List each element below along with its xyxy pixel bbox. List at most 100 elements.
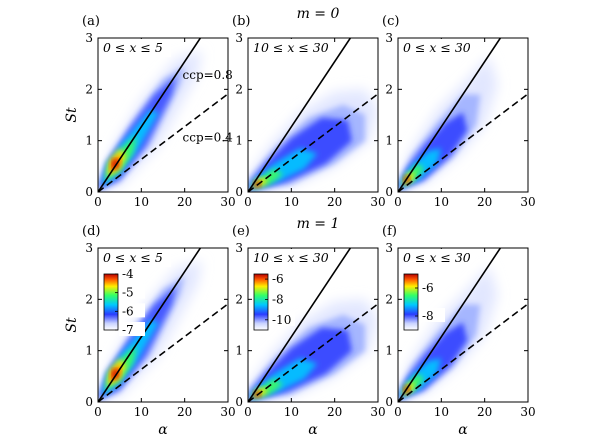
colorbar-gradient	[103, 273, 119, 331]
range-label-box	[399, 249, 471, 267]
colorbar-tick-label: -10	[272, 313, 291, 327]
plot-area	[98, 38, 228, 192]
range-label: 0 ≤ x ≤ 30	[403, 250, 471, 265]
y-tick-label: 0	[235, 185, 243, 199]
axes-frame	[97, 37, 229, 193]
range-label: 0 ≤ x ≤ 5	[103, 250, 163, 265]
x-tick-label: 0	[394, 195, 402, 209]
x-tick-label: 30	[520, 405, 535, 419]
range-label-box	[99, 39, 171, 57]
colorbar-label-bg	[119, 284, 145, 299]
ref-line-dashed	[398, 303, 528, 402]
axes-frame	[247, 37, 379, 193]
y-tick-label: 2	[235, 82, 243, 96]
ref-line-dashed	[98, 303, 228, 402]
row-title-m0: m = 0	[297, 6, 340, 22]
y-tick-label: 2	[85, 82, 93, 96]
ref-line-solid	[248, 38, 352, 192]
colorbar-label-bg	[119, 266, 145, 280]
ref-line-dashed	[98, 93, 228, 192]
colorbar-tick-label: -6	[272, 272, 284, 286]
colorbar-label-bg	[119, 322, 145, 336]
y-tick-label: 1	[385, 134, 393, 148]
colorbar-gradient	[253, 273, 269, 331]
x-tick-label: 10	[434, 405, 449, 419]
y-tick-label: 1	[385, 344, 393, 358]
x-tick-label: 20	[477, 195, 492, 209]
y-tick-label: 2	[385, 292, 393, 306]
y-tick-label: 1	[235, 134, 243, 148]
x-axis-label: α	[458, 422, 468, 438]
ref-line-solid	[398, 248, 502, 402]
ref-line-solid	[398, 38, 502, 192]
ref-line-solid	[98, 248, 202, 402]
range-label-box	[249, 39, 321, 57]
colorbar-tick-label: -6	[422, 281, 434, 295]
range-label-box	[399, 39, 471, 57]
y-tick-label: 2	[85, 292, 93, 306]
x-tick-label: 0	[244, 405, 252, 419]
plot-area	[398, 248, 528, 402]
x-axis-label: α	[308, 422, 318, 438]
x-tick-label: 30	[370, 405, 385, 419]
panel-letter: (d)	[82, 224, 100, 239]
x-tick-label: 0	[94, 405, 102, 419]
x-tick-label: 20	[477, 405, 492, 419]
y-axis-label: St	[64, 317, 80, 333]
colorbar: -6 -8 -10	[253, 271, 295, 331]
range-label: 0 ≤ x ≤ 30	[403, 40, 471, 55]
range-label: 10 ≤ x ≤ 30	[253, 40, 329, 55]
x-tick-label: 0	[94, 195, 102, 209]
y-tick-label: 1	[85, 344, 93, 358]
x-tick-label: 10	[434, 195, 449, 209]
x-tick-label: 30	[520, 195, 535, 209]
x-tick-label: 30	[220, 405, 235, 419]
axes-frame	[97, 247, 229, 403]
ref-line-solid	[248, 248, 352, 402]
x-tick-label: 20	[327, 195, 342, 209]
y-tick-label: 3	[85, 241, 93, 255]
x-tick-label: 10	[134, 195, 149, 209]
ref-line-dashed	[248, 303, 378, 402]
range-label-box	[249, 249, 321, 267]
ref-line-solid	[98, 38, 202, 192]
density-layer-7	[112, 159, 118, 169]
x-tick-label: 0	[244, 195, 252, 209]
panel-letter: (e)	[232, 224, 250, 239]
y-tick-label: 0	[385, 185, 393, 199]
panel-e: 0 10 20 30 0 1 2 3 (e)10 ≤ x ≤ 30 α -6 -8 -10	[232, 224, 386, 438]
panel-d: 0 10 20 30 0 1 2 3 (d)0 ≤ x ≤ 5 St α -4 -5 -6 -7	[64, 224, 236, 438]
colorbar-label-bg	[419, 308, 445, 322]
x-axis-label: α	[158, 422, 168, 438]
panel-a: 0 10 20 30 0 1 2 3 (a)0 ≤ x ≤ 5 St ccp=0.8 ccp=0.4	[64, 14, 236, 209]
row-title-m1: m = 1	[297, 216, 340, 232]
plot-area	[398, 38, 528, 192]
axes-frame	[397, 247, 529, 403]
range-label: 10 ≤ x ≤ 30	[253, 250, 329, 265]
colorbar-tick-label: -8	[422, 309, 434, 323]
range-label: 0 ≤ x ≤ 5	[103, 40, 163, 55]
colorbar-label-bg	[269, 311, 295, 326]
axes-frame	[397, 37, 529, 193]
ref-line-dashed	[248, 93, 378, 192]
colorbar-gradient	[403, 273, 419, 331]
y-tick-label: 3	[235, 241, 243, 255]
y-axis-label: St	[64, 107, 80, 123]
y-tick-label: 0	[235, 395, 243, 409]
colorbar-label-bg	[419, 280, 445, 294]
x-tick-label: 20	[327, 405, 342, 419]
y-tick-label: 1	[85, 134, 93, 148]
panel-letter: (b)	[232, 14, 250, 29]
x-tick-label: 20	[177, 195, 192, 209]
x-tick-label: 30	[370, 195, 385, 209]
colorbar-tick-label: -8	[272, 292, 284, 306]
colorbar-label-bg	[269, 271, 295, 286]
x-tick-label: 10	[134, 405, 149, 419]
y-tick-label: 2	[385, 82, 393, 96]
y-tick-label: 0	[385, 395, 393, 409]
plot-area	[248, 38, 378, 192]
y-tick-label: 3	[385, 241, 393, 255]
colorbar-label-bg	[119, 303, 145, 318]
panel-c: 0 10 20 30 0 1 2 3 (c) 0 ≤ x ≤ 30	[382, 14, 536, 209]
